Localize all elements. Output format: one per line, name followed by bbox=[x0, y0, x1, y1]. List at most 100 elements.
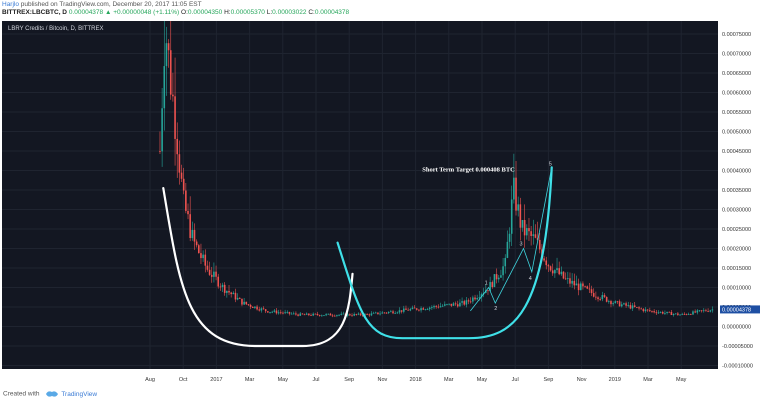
candle-body bbox=[215, 271, 217, 277]
candle-body bbox=[366, 314, 368, 315]
candle-body bbox=[195, 241, 198, 246]
candle-body bbox=[349, 314, 351, 316]
price-tick-label: 0.00070000 bbox=[722, 52, 751, 58]
candle-body bbox=[286, 311, 289, 313]
tradingview-brand-link[interactable]: TradingView bbox=[61, 390, 98, 398]
candle-body bbox=[608, 301, 610, 302]
candle-body bbox=[590, 289, 593, 294]
candle-body bbox=[560, 271, 563, 275]
candle-body bbox=[679, 314, 681, 316]
candle-body bbox=[305, 313, 308, 315]
candle-body bbox=[251, 306, 254, 308]
wave-label: 1 bbox=[485, 281, 488, 287]
candle-body bbox=[267, 311, 269, 313]
grid-lines bbox=[2, 21, 718, 369]
candle-body bbox=[472, 297, 474, 302]
candle-body bbox=[202, 254, 204, 259]
candle-body bbox=[599, 299, 601, 300]
candle-body bbox=[413, 307, 416, 309]
price-tick-label: 0.00040000 bbox=[722, 169, 751, 175]
candle-body bbox=[644, 309, 647, 312]
candle-body bbox=[396, 312, 399, 314]
chart-area[interactable]: LBRY Credits / Bitcoin, D, BITTREX Short … bbox=[2, 21, 768, 389]
candle-body bbox=[558, 268, 560, 275]
candle-body bbox=[383, 312, 386, 314]
price-tick-label: -0.00005000 bbox=[722, 344, 753, 350]
candle-body bbox=[564, 278, 567, 280]
cup-pattern-white bbox=[162, 186, 354, 348]
candle-body bbox=[420, 308, 422, 311]
candle-body bbox=[567, 278, 569, 280]
last-price: 0.00004378 bbox=[68, 9, 104, 16]
candle-body bbox=[677, 313, 679, 315]
time-axis[interactable]: Aug Oct 2017 Mar May Jul Sep Nov 2018 Mar May Jul Se… bbox=[2, 369, 768, 389]
candle-body bbox=[651, 311, 653, 312]
candle-body bbox=[264, 309, 267, 312]
candle-body bbox=[521, 219, 524, 228]
candle-body bbox=[640, 308, 642, 310]
candle-body bbox=[308, 313, 310, 316]
candle-body bbox=[193, 229, 196, 242]
price-axis[interactable]: 0.00075000 0.00070000 0.00065000 0.00060000… bbox=[718, 21, 768, 370]
candle-body bbox=[649, 310, 651, 312]
candle-body bbox=[310, 315, 312, 316]
ohlc-close-key: C: bbox=[308, 9, 315, 16]
candle-body bbox=[452, 303, 455, 306]
candle-body bbox=[318, 315, 321, 316]
candle-body bbox=[551, 270, 554, 274]
candle-body bbox=[446, 304, 448, 305]
candle-body bbox=[191, 229, 194, 239]
symbol-info: BITTREX:LBCBTC, D 0.00004378 ▲ +0.000000… bbox=[2, 9, 349, 16]
candle-body bbox=[672, 313, 675, 316]
candle-body bbox=[636, 307, 638, 308]
candle-body bbox=[165, 43, 168, 67]
candle-body bbox=[625, 303, 627, 306]
candle-body bbox=[500, 275, 502, 278]
candle-body bbox=[534, 234, 537, 238]
time-tick-label: Mar bbox=[444, 377, 454, 383]
time-axis-background bbox=[2, 369, 768, 389]
ohlc-close-value: 0.00004378 bbox=[314, 9, 350, 16]
candle-body bbox=[474, 297, 476, 300]
candle-body bbox=[172, 94, 174, 97]
candle-body bbox=[545, 260, 548, 266]
candle-body bbox=[694, 311, 696, 313]
candle-body bbox=[405, 308, 407, 310]
candle-body bbox=[461, 301, 463, 303]
candle-body bbox=[336, 315, 338, 317]
candle-body bbox=[493, 274, 496, 288]
candle-body bbox=[411, 307, 414, 310]
candle-body bbox=[554, 270, 556, 274]
candle-body bbox=[616, 301, 619, 303]
candle-body bbox=[312, 313, 314, 316]
price-tick-label: 0.00065000 bbox=[722, 71, 751, 77]
candle-body bbox=[167, 43, 170, 51]
price-tick-label: 0.00075000 bbox=[722, 32, 751, 38]
candle-body bbox=[605, 296, 608, 302]
candle-body bbox=[569, 278, 571, 284]
candle-body bbox=[538, 239, 541, 250]
candle-body bbox=[664, 312, 666, 314]
price-tick-label: 0.00000000 bbox=[722, 325, 751, 331]
candle-body bbox=[422, 308, 425, 310]
candle-body bbox=[530, 231, 532, 236]
candle-body bbox=[510, 199, 513, 234]
candle-body bbox=[620, 304, 623, 307]
time-tick-label: 2019 bbox=[609, 377, 621, 383]
candle-body bbox=[219, 286, 222, 288]
cup-pattern-cyan bbox=[336, 166, 553, 340]
candle-body bbox=[653, 311, 655, 313]
candle-body bbox=[290, 313, 293, 315]
candle-body bbox=[418, 309, 420, 311]
candlestick-chart[interactable]: LBRY Credits / Bitcoin, D, BITTREX Short … bbox=[2, 21, 768, 389]
candle-body bbox=[415, 308, 418, 310]
candle-body bbox=[502, 266, 504, 276]
publish-info: Harjlo published on TradingView.com, Dec… bbox=[2, 1, 202, 8]
candle-body bbox=[711, 309, 714, 311]
candle-body bbox=[523, 219, 526, 236]
author-link[interactable]: Harjlo bbox=[2, 1, 19, 8]
candle-body bbox=[381, 312, 384, 314]
wave-label: 3 bbox=[520, 242, 523, 248]
candle-body bbox=[579, 283, 582, 291]
candle-body bbox=[469, 301, 472, 303]
